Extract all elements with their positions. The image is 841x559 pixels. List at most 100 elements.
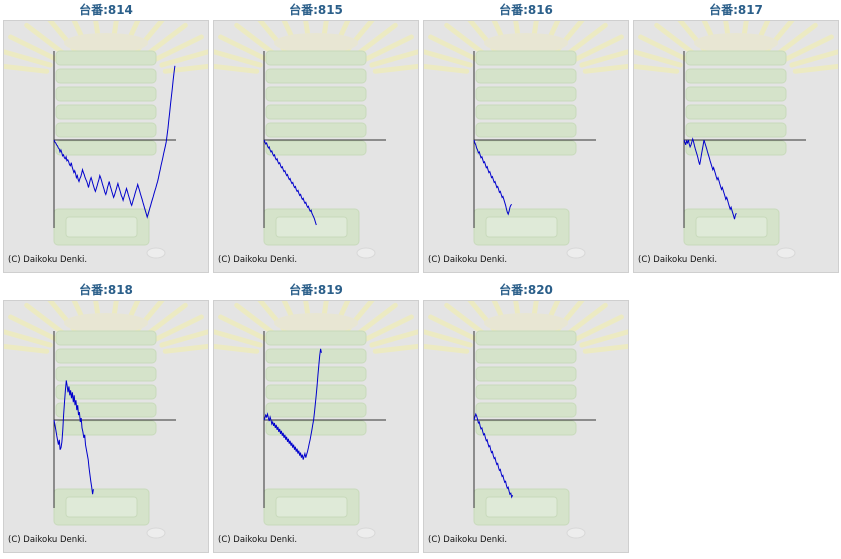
machine-top [64, 313, 148, 333]
light-ray [162, 343, 208, 354]
machine-tier [265, 366, 367, 382]
machine-top [694, 33, 778, 53]
series-line [683, 137, 737, 220]
chart-cell: 台番:816 (C) Daikoku Denki. [423, 0, 629, 273]
series-line [473, 139, 513, 216]
machine-number-link[interactable]: 台番:814 [79, 3, 133, 17]
copyright-text: (C) Daikoku Denki. [428, 535, 508, 545]
light-ray [214, 329, 263, 348]
chart-cell: 台番:818 (C) Daikoku Denki. [3, 280, 209, 553]
light-ray [424, 329, 473, 348]
machine-tier [55, 68, 157, 84]
light-ray [634, 63, 680, 74]
background-illustration [214, 301, 418, 539]
light-ray [424, 343, 470, 354]
machine-tray [485, 216, 558, 238]
light-ray [444, 22, 488, 57]
machine-tier [475, 50, 577, 66]
chart-title: 台番:814 [3, 0, 209, 20]
machine-tier [265, 104, 367, 120]
light-ray [792, 63, 838, 74]
machine-tier [685, 50, 787, 66]
machine-tier [475, 86, 577, 102]
light-ray [218, 34, 269, 62]
series-line [473, 412, 514, 499]
machine-tier [55, 384, 157, 400]
machine-tier [55, 122, 157, 138]
machine-number-link[interactable]: 台番:815 [289, 3, 343, 17]
coin-icon [356, 527, 376, 539]
slot-graph [214, 21, 418, 259]
chart-frame: (C) Daikoku Denki. [633, 20, 839, 273]
machine-tray [275, 496, 348, 518]
machine-top [484, 33, 568, 53]
slot-graph [634, 21, 838, 259]
copyright-text: (C) Daikoku Denki. [8, 255, 88, 265]
machine-tier [55, 104, 157, 120]
machine-tier [475, 366, 577, 382]
machine-tier [265, 50, 367, 66]
light-ray [424, 49, 473, 68]
machine-tray [65, 496, 138, 518]
machine-tier [685, 104, 787, 120]
machine-tier [475, 122, 577, 138]
light-ray [783, 34, 834, 62]
light-ray [24, 302, 68, 337]
chart-frame: (C) Daikoku Denki. [213, 300, 419, 553]
machine-tier [55, 86, 157, 102]
chart-title: 台番:818 [3, 280, 209, 300]
series-line [53, 380, 94, 495]
machine-number-link[interactable]: 台番:820 [499, 283, 553, 297]
machine-number-link[interactable]: 台番:819 [289, 283, 343, 297]
light-ray [162, 63, 208, 74]
light-ray [153, 34, 204, 62]
slot-graph [4, 21, 208, 259]
light-ray [4, 63, 50, 74]
machine-tier [55, 420, 157, 436]
light-ray [564, 22, 608, 57]
machine-tier [475, 330, 577, 346]
series-line [263, 139, 317, 226]
light-ray [153, 314, 204, 342]
machine-tier [475, 348, 577, 364]
machine-tier [55, 402, 157, 418]
coin-icon [356, 247, 376, 259]
coin-icon [776, 247, 796, 259]
machine-tier [265, 68, 367, 84]
machine-tier [265, 348, 367, 364]
machine-number-link[interactable]: 台番:816 [499, 3, 553, 17]
light-ray [573, 314, 624, 342]
chart-cell: 台番:817 (C) Daikoku Denki. [633, 0, 839, 273]
coin-icon [566, 247, 586, 259]
chart-frame: (C) Daikoku Denki. [3, 300, 209, 553]
light-ray [369, 329, 418, 348]
chart-title: 台番:815 [213, 0, 419, 20]
machine-top [274, 33, 358, 53]
light-ray [354, 22, 398, 57]
light-ray [582, 63, 628, 74]
light-ray [144, 22, 188, 57]
machine-number-link[interactable]: 台番:818 [79, 283, 133, 297]
light-ray [363, 34, 414, 62]
machine-tier [265, 122, 367, 138]
background-illustration [214, 21, 418, 259]
machine-tier [475, 384, 577, 400]
chart-cell: 台番:820 (C) Daikoku Denki. [423, 280, 629, 553]
machine-tier [265, 86, 367, 102]
light-ray [789, 49, 838, 68]
machine-tier [55, 140, 157, 156]
machine-tier [475, 68, 577, 84]
chart-frame: (C) Daikoku Denki. [213, 20, 419, 273]
machine-number-link[interactable]: 台番:817 [709, 3, 763, 17]
light-ray [218, 314, 269, 342]
light-ray [8, 314, 59, 342]
coin-icon [146, 247, 166, 259]
light-ray [234, 302, 278, 337]
machine-top [64, 33, 148, 53]
machine-tier [475, 104, 577, 120]
chart-cell: 台番:815 (C) Daikoku Denki. [213, 0, 419, 273]
machine-tray [485, 496, 558, 518]
machine-tier [55, 50, 157, 66]
light-ray [444, 302, 488, 337]
light-ray [638, 34, 689, 62]
